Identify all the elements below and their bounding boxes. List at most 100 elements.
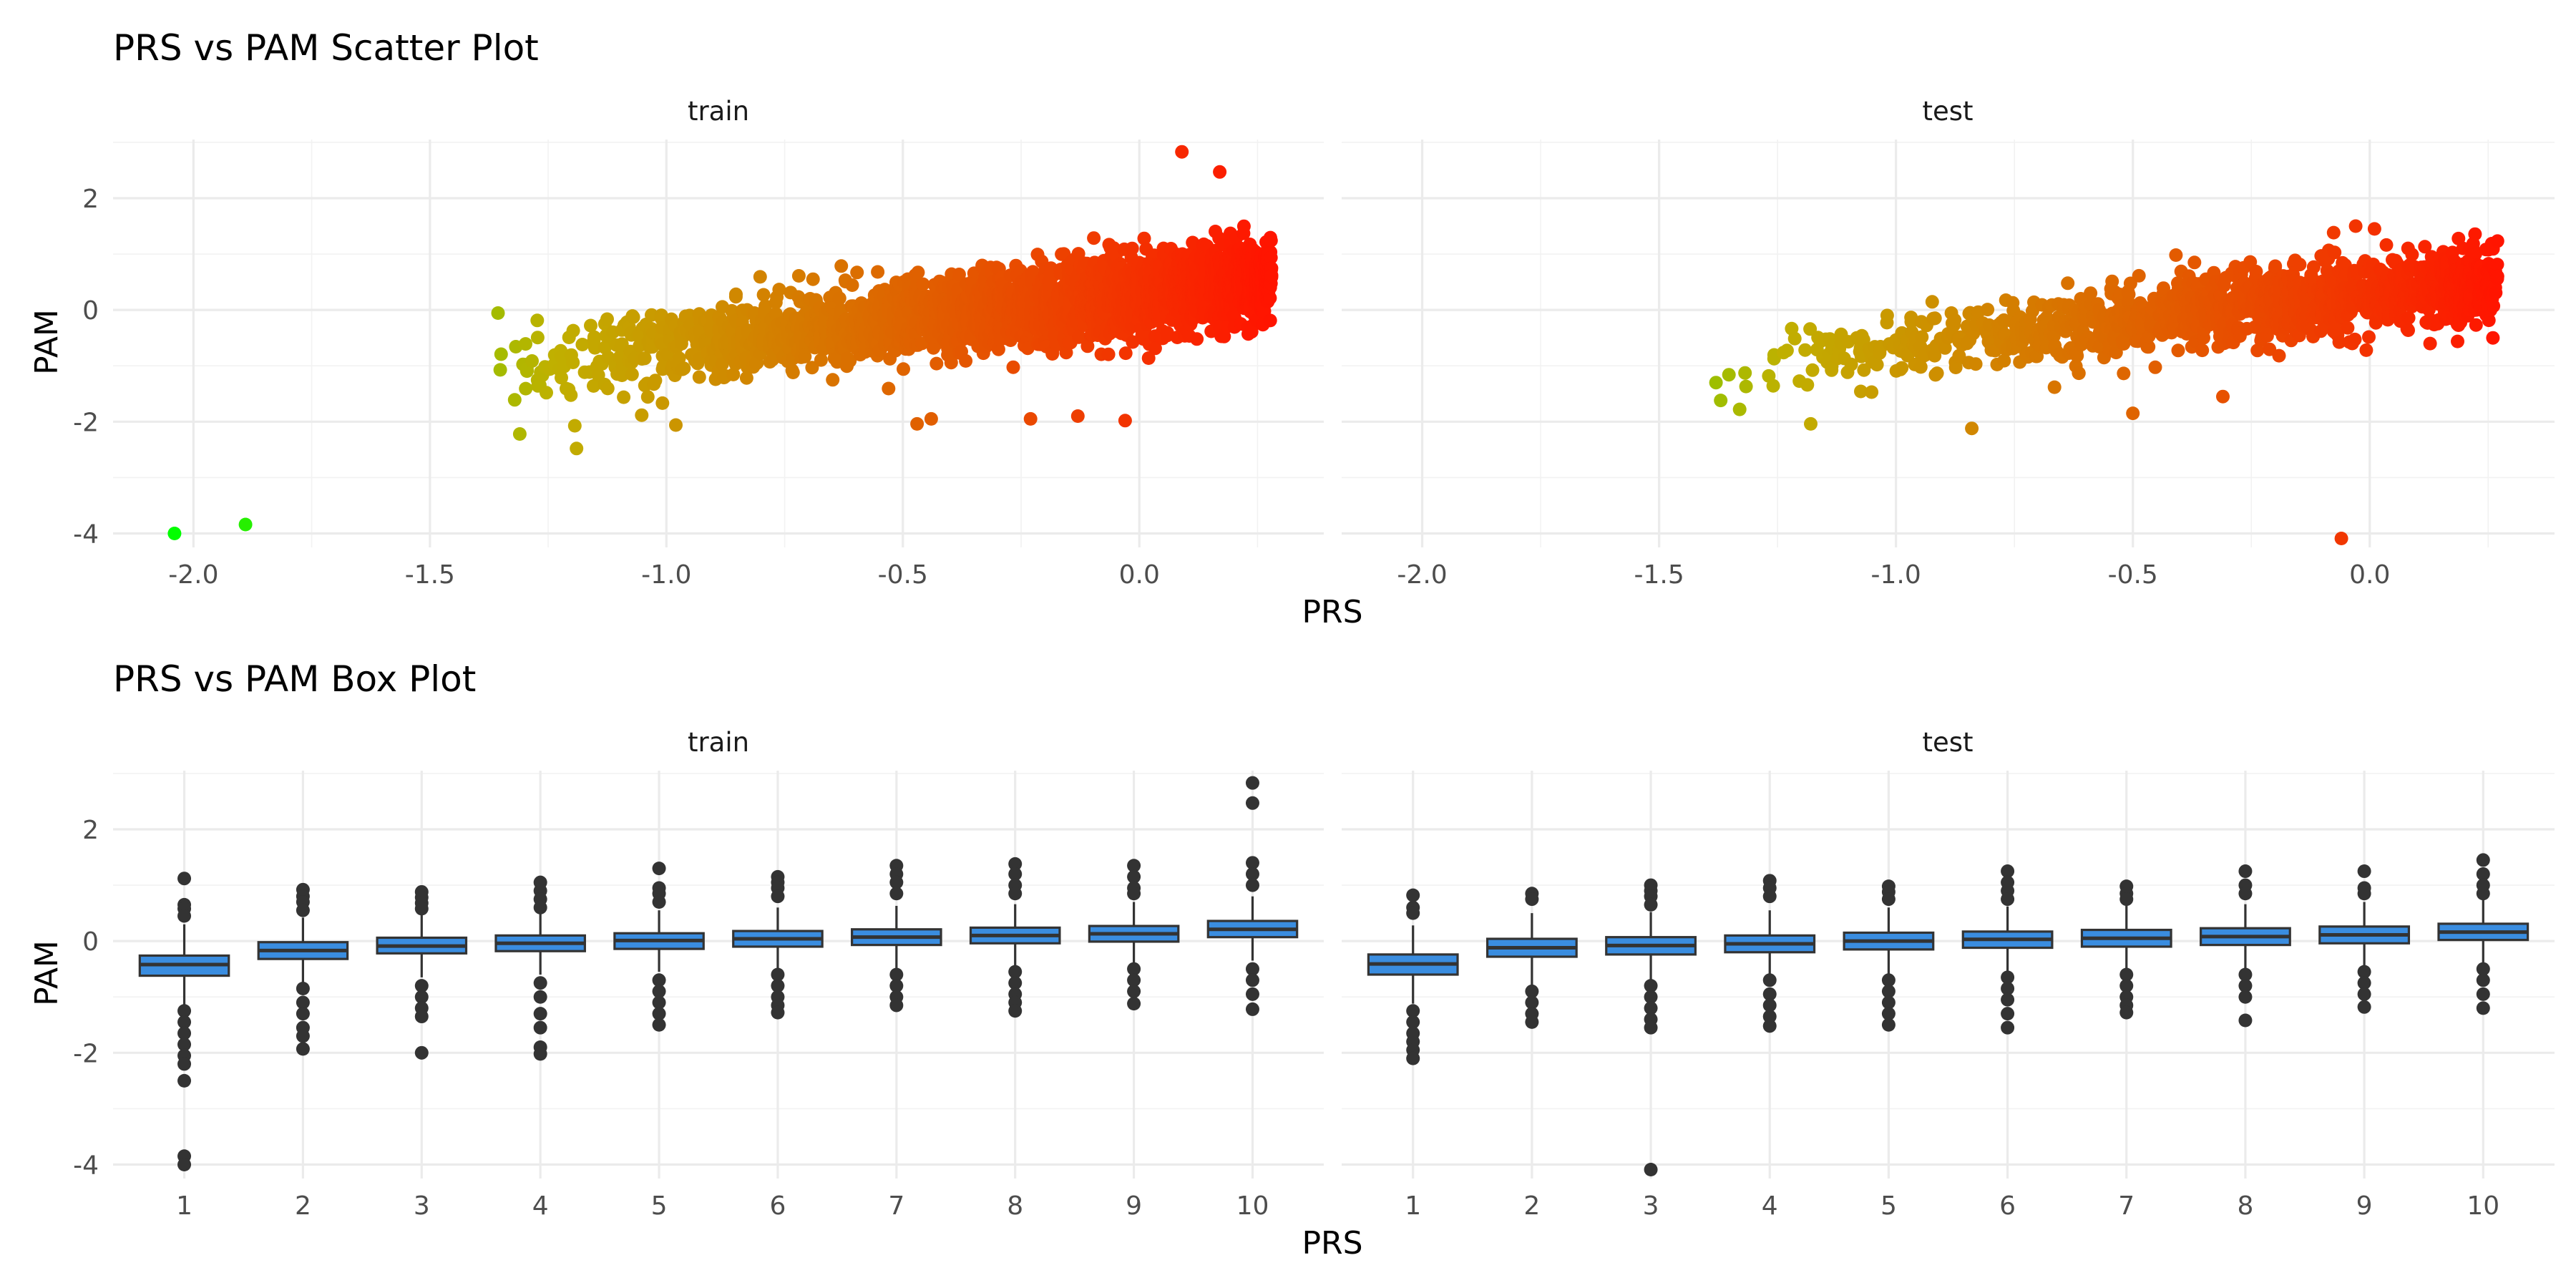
box-category-4	[494, 875, 586, 1061]
box-category-7	[2080, 879, 2172, 1020]
scatter-point	[2195, 343, 2210, 358]
scatter-point	[882, 381, 896, 396]
box-outlier	[1245, 856, 1259, 870]
box-outlier	[414, 1045, 429, 1060]
scatter-panel-test: test -2.0 -1.5 -1.0 -0.5 0.0	[1342, 96, 2555, 590]
box-outlier	[1008, 1004, 1023, 1018]
box-outlier	[414, 990, 429, 1004]
box-x-tick-label: 3	[1643, 1191, 1659, 1221]
scatter-point	[1803, 322, 1818, 336]
scatter-point	[669, 418, 683, 432]
scatter-point	[729, 287, 743, 301]
box-outlier	[771, 889, 785, 904]
box-outlier	[1525, 995, 1539, 1010]
scatter-point	[924, 411, 938, 426]
box-category-3	[1605, 878, 1697, 1177]
box-outlier	[1008, 976, 1023, 990]
box-category-8	[2200, 864, 2291, 1028]
box-outlier	[177, 909, 192, 923]
box-x-tick-label: 4	[532, 1191, 549, 1221]
box-category-5	[1843, 879, 1935, 1032]
scatter-point	[1072, 330, 1086, 344]
scatter-point	[2362, 330, 2376, 344]
scatter-point	[1148, 341, 1162, 356]
scatter-point	[1895, 361, 1909, 375]
scatter-point	[1236, 219, 1251, 233]
scatter-point	[832, 291, 847, 306]
box-outlier	[652, 862, 666, 876]
scatter-point	[1118, 414, 1132, 428]
scatter-point	[2451, 334, 2464, 348]
scatter-x-tick-label: -1.0	[641, 560, 691, 590]
scatter-point	[2105, 274, 2119, 288]
box-outlier	[1127, 997, 1141, 1011]
box-outlier	[1245, 878, 1259, 892]
box-x-tick-label: 4	[1762, 1191, 1778, 1221]
box-outlier	[1644, 990, 1658, 1004]
box-outlier	[2001, 1020, 2015, 1035]
box-x-tick-label: 10	[2467, 1191, 2499, 1221]
scatter-train-points	[167, 145, 1279, 540]
scatter-point	[786, 366, 800, 379]
scatter-point	[1798, 343, 1813, 357]
scatter-point	[2490, 269, 2504, 283]
scatter-point	[2359, 343, 2373, 357]
scatter-x-axis-title: PRS	[1302, 594, 1362, 630]
scatter-point	[1020, 341, 1035, 356]
box-outlier	[2119, 979, 2134, 993]
box-category-6	[1961, 864, 2054, 1035]
scatter-point	[2326, 225, 2341, 240]
scatter-x-tick-label: -0.5	[2108, 560, 2158, 590]
scatter-point	[1213, 165, 1227, 179]
box-x-tick-label: 5	[1880, 1191, 1897, 1221]
box-category-7	[851, 859, 942, 1013]
box-category-6	[732, 869, 824, 1020]
box-x-tick-label: 1	[176, 1191, 192, 1221]
box-category-4	[1724, 874, 1816, 1033]
box-outlier	[414, 1010, 429, 1024]
box-outlier	[2357, 864, 2371, 879]
box-outlier	[1245, 962, 1259, 976]
scatter-point	[2490, 234, 2504, 248]
box-x-tick-label: 8	[1007, 1191, 1023, 1221]
scatter-point	[507, 393, 522, 407]
box-outlier	[652, 894, 666, 909]
box-outlier	[1406, 1015, 1420, 1029]
scatter-train-x-ticks: -2.0 -1.5 -1.0 -0.5 0.0	[168, 560, 1160, 590]
scatter-point	[1739, 379, 1753, 394]
box-outlier	[889, 887, 904, 901]
box-category-2	[257, 882, 349, 1056]
scatter-point	[648, 374, 663, 388]
scatter-point	[1913, 360, 1928, 374]
box-outlier	[1525, 1015, 1539, 1029]
box-outlier	[2001, 982, 2015, 996]
box-outlier	[2238, 990, 2253, 1004]
box-y-tick-label: 2	[82, 816, 99, 845]
scatter-point	[2469, 318, 2483, 332]
box-outlier	[1245, 867, 1259, 881]
scatter-point	[635, 408, 649, 422]
scatter-point	[2405, 248, 2419, 262]
box-train-y-ticks: -4 -2 0 2	[73, 816, 99, 1180]
box-outlier	[1245, 987, 1259, 1001]
box-outlier	[1127, 962, 1141, 976]
scatter-point	[2030, 349, 2044, 364]
box-chart: PRS vs PAM Box Plot PRS PAM train 1 2 3 4 5 6…	[29, 658, 2555, 1262]
scatter-panel-train: train -2.0 -1.5 -1.0 -0.5 0.0 -4 -2 0 2	[73, 96, 1324, 590]
scatter-chart-title: PRS vs PAM Scatter Plot	[113, 27, 539, 69]
scatter-point	[1732, 402, 1747, 416]
scatter-point	[2328, 245, 2342, 260]
scatter-point	[2169, 248, 2183, 262]
box-category-3	[376, 884, 468, 1060]
box-outlier	[2476, 867, 2490, 881]
box-category-1	[138, 872, 230, 1171]
scatter-point	[640, 390, 655, 404]
scatter-point	[2332, 335, 2346, 349]
scatter-point	[726, 367, 741, 381]
scatter-point	[540, 386, 553, 400]
scatter-point	[587, 330, 601, 344]
scatter-point	[2468, 227, 2482, 241]
scatter-point	[2084, 286, 2098, 301]
box-outlier	[177, 1057, 192, 1071]
